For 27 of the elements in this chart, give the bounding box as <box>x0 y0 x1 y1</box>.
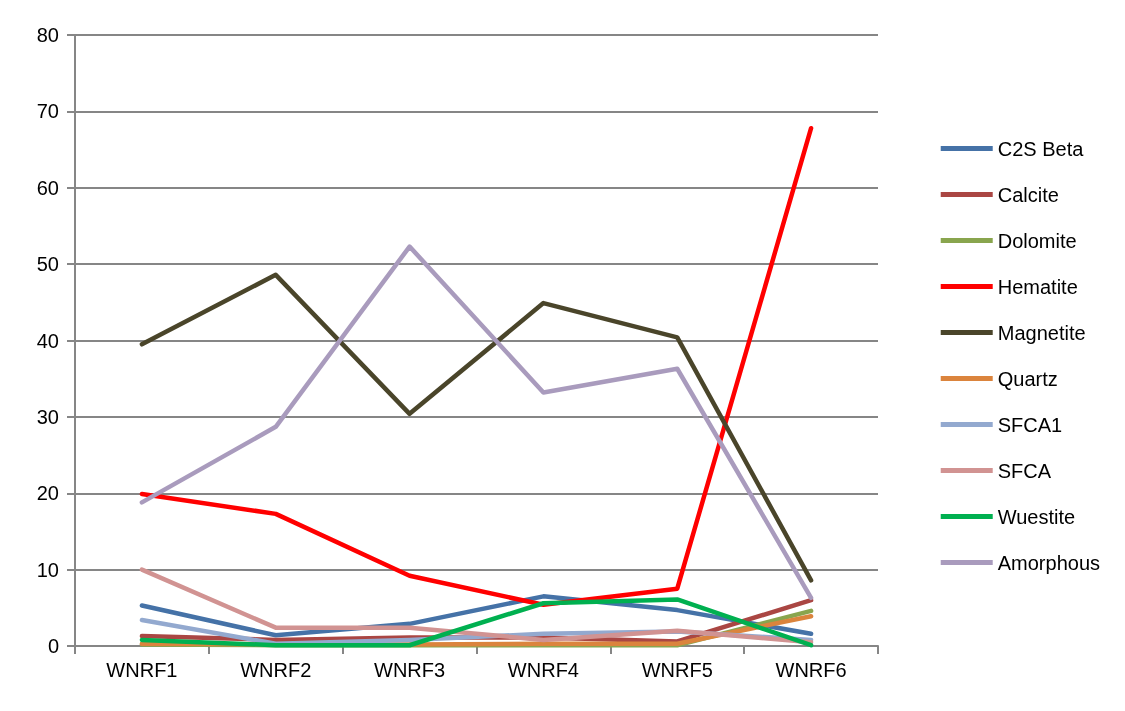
x-tick-label: WNRF3 <box>374 659 446 681</box>
x-tick-label: WNRF6 <box>775 659 847 681</box>
legend-label: C2S Beta <box>997 137 1085 160</box>
legend-label: Calcite <box>997 183 1059 206</box>
y-tick-label: 50 <box>36 253 59 276</box>
y-tick-label: 60 <box>36 176 59 199</box>
legend-label: Magnetite <box>997 321 1086 344</box>
y-tick-label: 10 <box>36 558 59 581</box>
x-tick-label: WNRF5 <box>641 659 713 681</box>
line-series <box>139 567 814 645</box>
y-tick-label: 80 <box>36 24 59 46</box>
x-tick-label: WNRF2 <box>240 659 312 681</box>
y-tick-label: 20 <box>36 482 59 505</box>
x-tick-label: WNRF4 <box>507 659 579 681</box>
legend-label: Hematite <box>997 275 1078 298</box>
line-series <box>139 125 814 608</box>
y-tick-label: 40 <box>36 329 59 352</box>
legend-label: Wuestite <box>997 505 1076 528</box>
legend-label: Dolomite <box>997 229 1077 252</box>
legend-label: SFCA1 <box>997 413 1063 436</box>
legend-label: SFCA <box>997 459 1052 482</box>
legend-label: Amorphous <box>997 551 1101 574</box>
legend-label: Quartz <box>997 367 1058 390</box>
y-tick-label: 70 <box>36 100 59 123</box>
y-tick-label: 0 <box>47 635 59 657</box>
x-tick-label: WNRF1 <box>106 659 178 681</box>
y-tick-label: 30 <box>36 405 59 428</box>
